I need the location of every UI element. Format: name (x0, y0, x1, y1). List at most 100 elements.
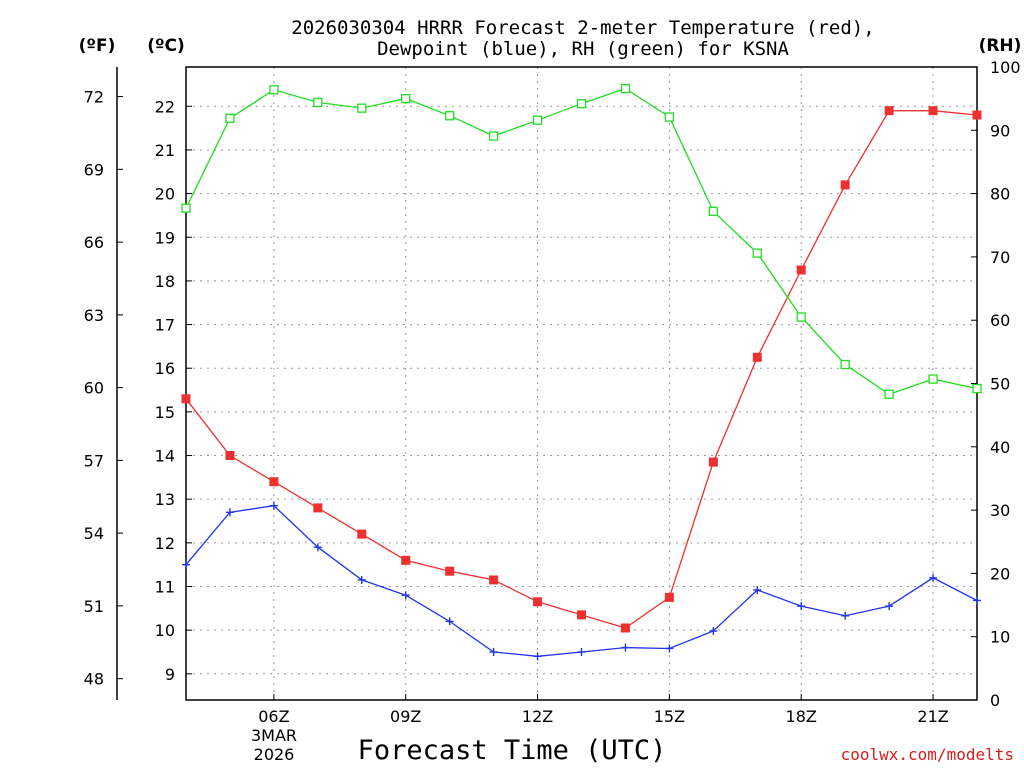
fahrenheit-tick-label: 51 (84, 597, 104, 616)
temperature-point (225, 451, 235, 461)
celsius-tick-label: 20 (155, 185, 175, 204)
celsius-tick-label: 21 (155, 141, 175, 160)
dewpoint-point (797, 602, 806, 611)
rh-point (488, 131, 499, 141)
x-tick-label: 21Z (917, 707, 948, 726)
fahrenheit-tick-label: 60 (84, 379, 104, 398)
celsius-tick-label: 15 (155, 403, 175, 422)
rh-point (532, 115, 543, 125)
temperature-point (796, 265, 806, 275)
fahrenheit-tick-label: 69 (84, 160, 104, 179)
fahrenheit-tick-label: 54 (84, 524, 104, 543)
fahrenheit-tick-label: 63 (84, 306, 104, 325)
temperature-point (313, 503, 323, 513)
x-tick-label: 12Z (522, 707, 553, 726)
temperature-point (489, 575, 499, 585)
chart-title-line-1: 2026030304 HRRR Forecast 2-meter Tempera… (291, 17, 874, 39)
dewpoint-point (665, 644, 674, 653)
dewpoint-point (533, 652, 542, 661)
rh-tick-label: 0 (990, 691, 1000, 710)
temperature-point (928, 106, 938, 116)
rh-tick-label: 80 (990, 185, 1010, 204)
dewpoint-point (225, 508, 234, 517)
temperature-point (708, 457, 718, 467)
x-tick-label: 15Z (654, 707, 685, 726)
temperature-point (840, 180, 850, 190)
temperature-point (664, 592, 674, 602)
rh-point (445, 111, 455, 121)
x-tick-label: 06Z (258, 707, 289, 726)
rh-point (225, 113, 235, 123)
rh-point (928, 374, 938, 384)
celsius-tick-label: 9 (165, 665, 175, 684)
rh-tick-label: 60 (990, 311, 1010, 330)
dewpoint-point (357, 575, 366, 584)
celsius-tick-label: 14 (155, 447, 175, 466)
temperature-point (884, 106, 894, 116)
dewpoint-point (401, 591, 410, 600)
celsius-tick-label: 10 (155, 621, 175, 640)
rh-point (181, 203, 191, 213)
rh-point (357, 103, 367, 113)
rh-point (972, 383, 982, 394)
dewpoint-point (753, 585, 762, 594)
rh-point (664, 112, 675, 122)
x-tick-label: 09Z (390, 707, 421, 726)
dewpoint-point (445, 617, 454, 626)
temperature-point (752, 352, 762, 362)
tick-labels: 06Z 09Z 12Z 15Z 18Z 21Z 9 10 11 12 13 14 15 16 17 18 19 2… (84, 58, 1021, 726)
celsius-tick-label: 12 (155, 534, 175, 553)
rh-point (708, 206, 718, 216)
celsius-tick-label: 22 (155, 97, 175, 116)
rh-unit-label: (RH) (979, 36, 1022, 56)
rh-tick-label: 10 (990, 628, 1010, 647)
rh-tick-label: 70 (990, 248, 1010, 267)
celsius-unit-label: (ºC) (147, 36, 185, 56)
rh-point (269, 85, 279, 95)
temperature-point (401, 555, 411, 565)
celsius-tick-label: 18 (155, 272, 175, 291)
x-axis-title: Forecast Time (UTC) (358, 735, 667, 766)
rh-tick-label: 40 (990, 438, 1010, 457)
dewpoint-point (621, 643, 630, 652)
x-tick-label: 18Z (786, 707, 817, 726)
rh-point (576, 99, 587, 109)
celsius-tick-label: 16 (155, 359, 175, 378)
dewpoint-line (185, 505, 978, 657)
source-credit: coolwx.com/modelts (841, 745, 1014, 764)
temperature-point (445, 566, 455, 576)
dewpoint-point (841, 611, 850, 620)
celsius-tick-label: 13 (155, 490, 175, 509)
rh-tick-label: 100 (990, 58, 1021, 77)
fahrenheit-tick-label: 57 (84, 451, 104, 470)
celsius-tick-label: 19 (155, 228, 175, 247)
fahrenheit-tick-label: 72 (84, 88, 104, 107)
rh-tick-label: 50 (990, 375, 1010, 394)
dewpoint-point (489, 647, 498, 656)
temperature-point (533, 597, 543, 607)
celsius-tick-label: 11 (155, 577, 175, 596)
date-label-year: 2026 (254, 745, 295, 764)
rh-point (752, 248, 762, 258)
celsius-tick-label: 17 (155, 316, 175, 335)
temperature-point (972, 110, 982, 120)
rh-tick-label: 20 (990, 564, 1010, 583)
rh-line (185, 87, 978, 396)
dewpoint-point (885, 602, 894, 611)
temperature-line (185, 110, 978, 629)
dewpoint-point (269, 501, 278, 510)
dewpoint-point (709, 627, 718, 636)
temperature-point (269, 477, 279, 487)
rh-point (620, 83, 631, 94)
fahrenheit-unit-label: (ºF) (79, 36, 116, 56)
rh-point (840, 359, 850, 370)
rh-point (884, 389, 894, 399)
dewpoint-point (973, 596, 981, 605)
dewpoint-point (577, 647, 586, 656)
rh-point (313, 97, 323, 108)
date-label-month: 3MAR (251, 726, 297, 745)
rh-point (401, 94, 411, 104)
chart-title-line-2: Dewpoint (blue), RH (green) for KSNA (377, 38, 789, 60)
temperature-point (357, 529, 367, 539)
